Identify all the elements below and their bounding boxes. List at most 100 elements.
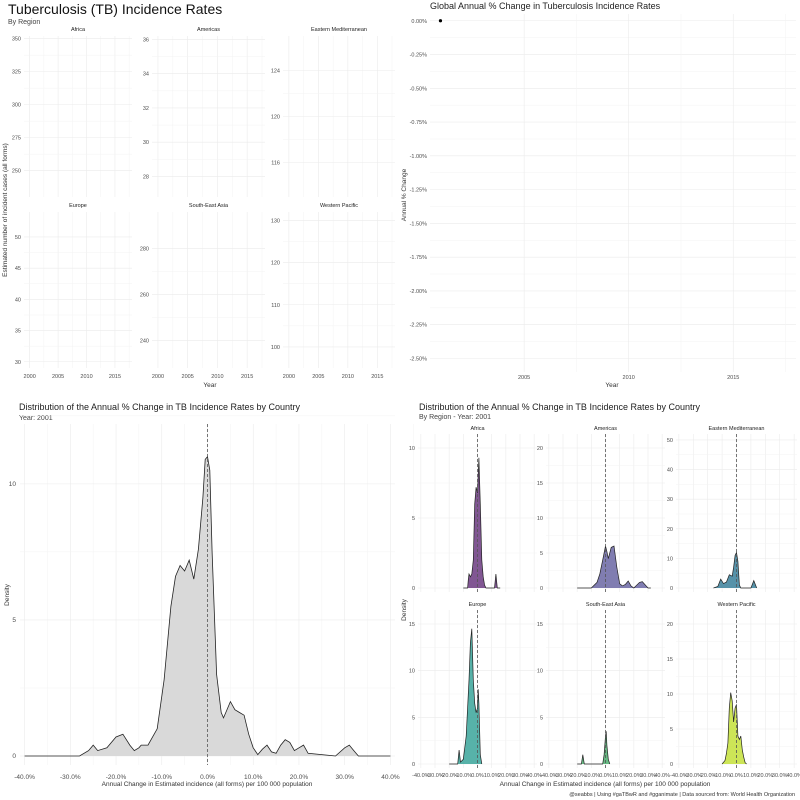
density-line [577,731,611,765]
y-tick-label: 36 [143,37,149,43]
bl-subtitle: Year: 2001 [19,415,53,422]
y-tick-label: 130 [271,218,280,224]
y-tick-label: 5 [540,715,543,721]
x-tick-label: 2005 [182,374,194,380]
y-tick-label: -0.75% [410,120,428,126]
tl-facet-grid: Africa 250 275 300 325 350 Americas 28 30 32 34 36 E… [12,27,395,380]
y-tick-label: 10 [537,516,543,522]
y-tick-label: 15 [667,657,673,663]
y-tick-label: 300 [12,103,21,109]
x-tick-label: -40.0% [670,773,688,779]
y-tick-label: 50 [15,235,21,241]
tl-subtitle: By Region [8,19,40,26]
y-tick-label: 116 [271,161,280,167]
y-tick-label: 15 [409,622,415,628]
x-tick-label: 40.0% [786,773,800,779]
x-tick-label: 40.0% [654,773,670,779]
x-tick-label: 0.0% [471,773,484,779]
y-tick-label: 5 [670,727,673,733]
y-tick-label: -2.50% [410,356,428,362]
x-tick-label: -20.0% [568,773,586,779]
tl-xlabel: Year [203,382,217,389]
x-tick-label: 2010 [623,375,635,381]
y-tick-label: 0 [540,586,543,592]
density-area [577,546,651,588]
x-tick-label: 2000 [152,374,164,380]
x-tick-label: -10.0% [151,774,172,781]
y-tick-label: 10 [667,556,673,562]
x-tick-label: -20.0% [106,774,127,781]
x-tick-label: -40.0% [540,773,558,779]
y-tick-label: -1.00% [410,154,428,160]
y-tick-label: -1.25% [410,188,428,194]
y-tick-label: 120 [271,261,280,267]
y-tick-label: 110 [271,303,280,309]
x-tick-label: 2005 [52,374,64,380]
x-tick-label: -30.0% [554,773,572,779]
x-tick-label: 2015 [241,374,253,380]
x-tick-label: 10.0% [484,773,500,779]
br-title: Distribution of the Annual % Change in T… [419,402,700,412]
density-line [449,628,483,765]
y-tick-label: 0 [670,586,673,592]
facet-strip-label: Africa [71,27,86,33]
x-tick-label: 30.0% [772,773,788,779]
y-tick-label: 280 [140,247,149,253]
x-tick-label: 20.0% [758,773,774,779]
density-area [449,628,482,764]
x-tick-label: 30.0% [512,773,528,779]
x-tick-label: 2010 [342,374,354,380]
x-tick-label: 2005 [518,375,530,381]
tr-title: Global Annual % Change in Tuberculosis I… [430,1,661,11]
tr-xlabel: Year [605,382,619,389]
y-tick-label: -0.25% [410,53,428,59]
y-tick-label: 0 [412,586,415,592]
y-tick-label: 240 [140,338,149,344]
y-tick-label: -2.00% [410,289,428,295]
facet-strip-label: Europe [469,602,487,608]
x-tick-label: 30.0% [640,773,656,779]
facet-strip-label: Western Pacific [717,602,755,608]
y-tick-label: 20 [537,446,543,452]
y-tick-label: -1.50% [410,221,428,227]
x-tick-label: 0.0% [599,773,612,779]
x-tick-label: 20.0% [290,774,309,781]
y-tick-label: 10 [667,692,673,698]
facet-strip-label: Africa [470,426,485,432]
y-tick-label: 10 [9,481,17,488]
bl-title: Distribution of the Annual % Change in T… [19,402,300,412]
x-tick-label: -10.0% [583,773,601,779]
x-tick-label: -20.0% [440,773,458,779]
density-area [713,552,757,588]
data-point [438,19,443,23]
x-tick-label: 2015 [371,374,383,380]
y-tick-label: 260 [140,293,149,299]
y-tick-label: 10 [537,669,543,675]
tl-title: Tuberculosis (TB) Incidence Rates [8,1,222,17]
y-tick-label: 30 [143,140,149,146]
y-tick-label: 0 [12,753,16,760]
x-tick-label: 2000 [283,374,295,380]
x-tick-label: -40.0% [14,774,35,781]
y-tick-label: 0 [670,762,673,768]
density-line [577,545,651,589]
bl-xlabel: Annual Change in Estimated incidence (al… [102,781,313,788]
x-tick-label: 10.0% [743,773,759,779]
y-tick-label: 0 [540,762,543,768]
tr-ylabel: Annual % Change [401,168,408,221]
x-tick-label: -30.0% [60,774,81,781]
x-tick-label: -10.0% [455,773,473,779]
y-tick-label: 124 [271,69,280,75]
y-tick-label: 5 [12,617,16,624]
x-tick-label: 40.0% [526,773,542,779]
x-tick-label: -20.0% [699,773,717,779]
y-tick-label: 120 [271,115,280,121]
x-tick-label: 0.0% [200,774,215,781]
y-tick-label: 32 [143,106,149,112]
density-area [577,731,610,764]
x-tick-label: 10.0% [612,773,628,779]
y-tick-label: 10 [409,669,415,675]
y-tick-label: 5 [540,551,543,557]
facet-strip-label: Europe [69,203,87,209]
